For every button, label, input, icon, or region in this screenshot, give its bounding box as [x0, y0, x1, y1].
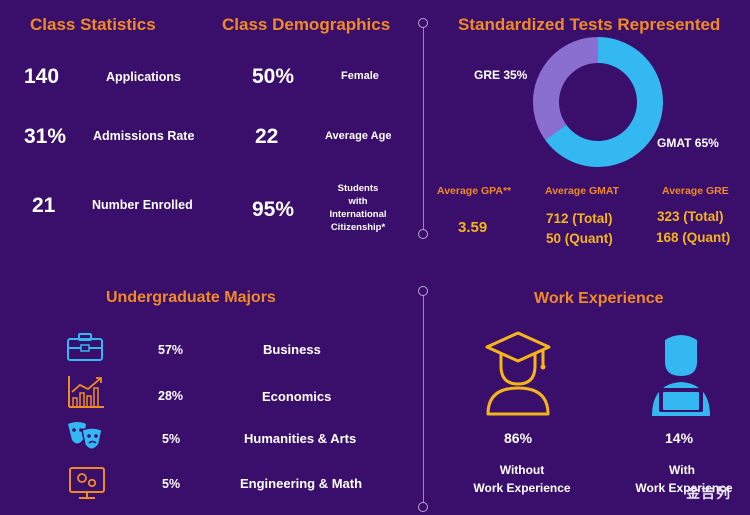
- divider-dot: [418, 18, 428, 28]
- major-label: Engineering & Math: [240, 476, 363, 491]
- graduate-icon: [485, 331, 551, 416]
- major-label: Economics: [262, 389, 332, 404]
- gmat-share-label: GMAT 65%: [657, 136, 719, 150]
- major-label: Business: [263, 342, 321, 357]
- gmat-header: Average GMAT: [545, 185, 620, 197]
- theater-masks-icon: [68, 422, 103, 450]
- gre-quant: 168 (Quant): [656, 230, 731, 245]
- major-percent: 57%: [158, 343, 184, 357]
- work-line1: With: [669, 463, 695, 477]
- stat-label: Applications: [106, 70, 182, 84]
- stat-value: 21: [32, 194, 56, 217]
- briefcase-icon: [67, 333, 103, 361]
- major-label: Humanities & Arts: [244, 431, 357, 446]
- gpa-value: 3.59: [458, 219, 488, 236]
- gre-total: 323 (Total): [657, 209, 724, 224]
- demo-label: Female: [341, 70, 379, 82]
- divider-dot: [418, 286, 428, 296]
- gmat-total: 712 (Total): [546, 211, 613, 226]
- tests-donut: [533, 37, 663, 167]
- stat-label: Admissions Rate: [93, 129, 195, 143]
- demo-value: 95%: [252, 198, 295, 221]
- work-line1: Without: [499, 463, 545, 477]
- watermark-logo: 金吉列: [686, 483, 746, 509]
- monitor-gears-icon: [69, 467, 105, 499]
- work-line2: Work Experience: [473, 481, 571, 495]
- bar-chart-icon: [68, 376, 104, 408]
- stat-label: Number Enrolled: [92, 198, 193, 212]
- gre-header: Average GRE: [662, 185, 729, 197]
- divider-dot: [418, 502, 428, 512]
- gre-share-label: GRE 35%: [474, 68, 528, 82]
- tests-title: Standardized Tests Represented: [458, 15, 721, 34]
- demo-label: Average Age: [325, 130, 392, 142]
- majors-title: Undergraduate Majors: [106, 289, 276, 306]
- work-percent: 86%: [504, 430, 533, 446]
- major-percent: 5%: [162, 432, 181, 446]
- gmat-quant: 50 (Quant): [546, 231, 613, 246]
- gre-slice: [533, 37, 663, 167]
- work-line2: Work Experience: [635, 481, 733, 495]
- professional-laptop-icon: [652, 335, 710, 416]
- major-percent: 28%: [158, 389, 184, 403]
- stat-value: 140: [24, 65, 60, 88]
- vertical-divider-top: [423, 24, 424, 234]
- class-demographics-title: Class Demographics: [222, 15, 391, 34]
- vertical-divider-bottom: [423, 292, 424, 507]
- watermark-text: 金吉列: [686, 485, 731, 501]
- demo-value: 22: [255, 125, 279, 148]
- stat-value: 31%: [24, 125, 67, 148]
- work-percent: 14%: [665, 430, 694, 446]
- demo-value: 50%: [252, 65, 295, 88]
- gpa-header: Average GPA**: [437, 185, 512, 197]
- demo-label-multiline: Students with International Citizenship*: [329, 183, 387, 233]
- divider-dot: [418, 229, 428, 239]
- class-statistics-title: Class Statistics: [30, 15, 156, 34]
- work-title: Work Experience: [534, 290, 664, 307]
- major-percent: 5%: [162, 477, 181, 491]
